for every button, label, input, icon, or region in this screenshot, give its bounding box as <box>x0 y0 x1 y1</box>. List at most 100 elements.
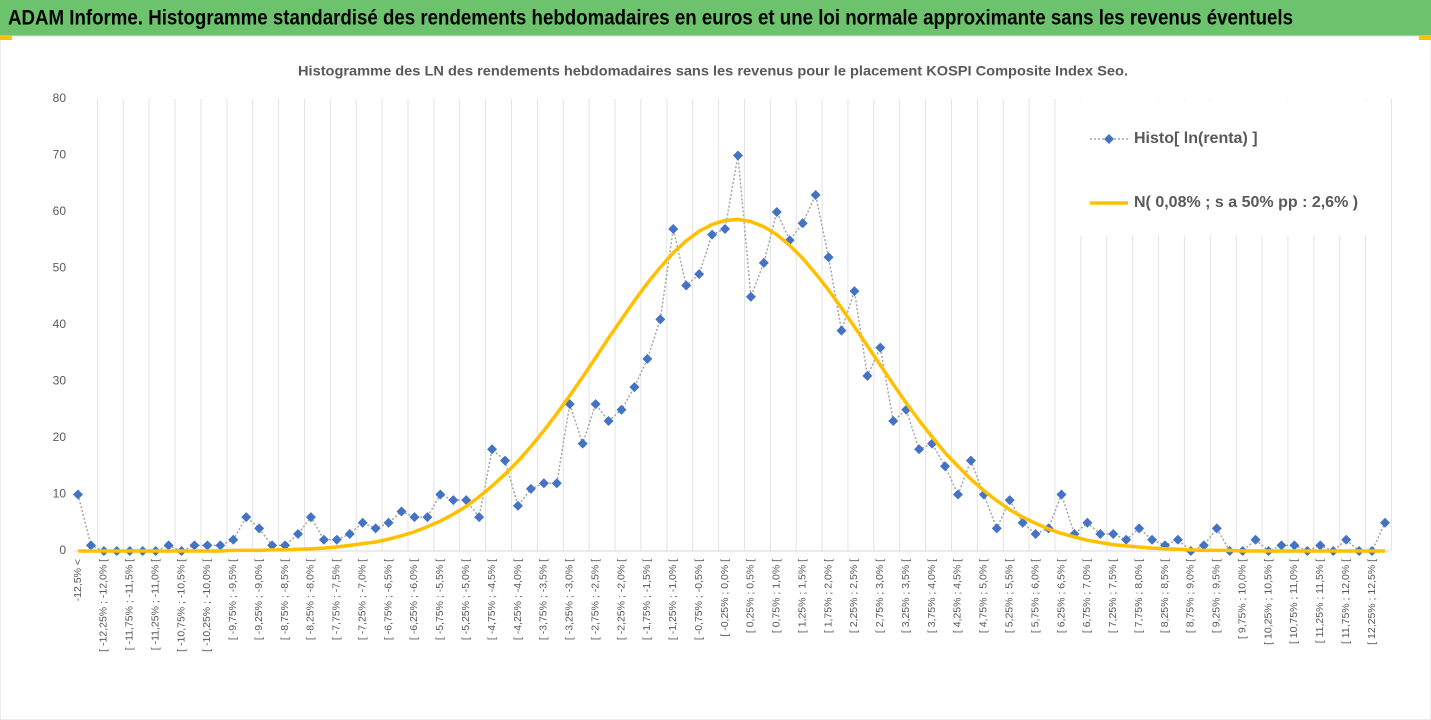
plot <box>73 150 1390 556</box>
data-point <box>344 529 355 540</box>
data-point <box>1056 489 1067 500</box>
data-point <box>1341 534 1352 545</box>
data-point <box>1030 529 1041 540</box>
x-tick-label: [ 4,75% ; 5,0% [ <box>978 559 990 633</box>
x-tick-label: [ 0,75% ; 1,0% [ <box>771 559 783 633</box>
data-point <box>474 512 485 523</box>
data-point <box>267 540 278 551</box>
x-tick-label: [ 7,25% ; 7,5% [ <box>1107 559 1119 633</box>
data-point <box>331 534 342 545</box>
data-point <box>707 229 718 240</box>
data-point <box>189 540 200 551</box>
data-point <box>435 489 446 500</box>
data-point <box>85 540 96 551</box>
data-point <box>888 416 899 427</box>
legend-marker <box>1104 134 1114 144</box>
data-point <box>396 506 407 517</box>
x-tick-label: [ -11,75% ; -11,5% [ <box>124 559 136 650</box>
x-tick-label: [ -4,25% ; -4,0% [ <box>512 559 524 640</box>
x-tick-label: [ -5,25% ; -5,0% [ <box>460 559 472 640</box>
data-point <box>577 438 588 449</box>
x-tick-label: [ 12,25% ; 12,5% [ <box>1366 559 1378 645</box>
data-point <box>849 286 860 297</box>
data-point <box>305 512 316 523</box>
x-tick-label: [ 11,75% ; 12,0% [ <box>1340 559 1352 644</box>
x-tick-label: [ -0,25% ; 0,0% [ <box>719 559 731 637</box>
data-point <box>448 495 459 506</box>
data-point <box>538 478 549 489</box>
data-point <box>1250 534 1261 545</box>
title-bar <box>0 0 1431 36</box>
data-point <box>720 223 731 234</box>
x-tick-label: [ -3,25% ; -3,0% [ <box>564 559 576 640</box>
x-tick-label: [ 1,25% ; 1,5% [ <box>796 559 808 633</box>
x-tick-label: [ 8,75% ; 9,0% [ <box>1185 559 1197 633</box>
data-point <box>655 314 666 325</box>
x-tick-label: [ -7,25% ; -7,0% [ <box>356 559 368 640</box>
x-tick-label: [ 1,75% ; 2,0% [ <box>822 559 834 633</box>
data-point <box>745 291 756 302</box>
data-point <box>525 483 536 494</box>
data-point <box>590 399 601 410</box>
data-point <box>357 517 368 528</box>
data-point <box>681 280 692 291</box>
chart-title: Histogramme des LN des rendements hebdom… <box>298 63 1128 79</box>
data-point <box>551 478 562 489</box>
x-tick-label: [ -8,75% ; -8,5% [ <box>279 559 291 640</box>
data-point <box>318 534 329 545</box>
data-point <box>409 512 420 523</box>
y-tick-label: 60 <box>53 204 67 218</box>
x-tick-label: [ 7,75% ; 8,0% [ <box>1133 559 1145 633</box>
legend: Histo[ ln(renta) ] N( 0,08% ; s a 50% pp … <box>1057 100 1387 236</box>
data-point <box>991 523 1002 534</box>
x-tick-label: [ 6,75% ; 7,0% [ <box>1081 559 1093 633</box>
data-point <box>694 269 705 280</box>
data-point <box>732 150 743 161</box>
x-tick-label: [ -10,75% ; -10,5% [ <box>175 559 187 652</box>
data-point <box>487 444 498 455</box>
frame <box>0 35 1431 720</box>
x-tick-label: [ -12,25% ; -12,0% [ <box>98 559 110 652</box>
data-point <box>862 370 873 381</box>
x-tick-label: [ -8,25% ; -8,0% [ <box>305 559 317 640</box>
x-tick-label: [ 8,25% ; 8,5% [ <box>1159 559 1171 633</box>
x-tick-label: [ -5,75% ; -5,5% [ <box>434 559 446 640</box>
x-tick-label: [ -6,75% ; -6,5% [ <box>382 559 394 640</box>
data-point <box>215 540 226 551</box>
data-point <box>1108 529 1119 540</box>
x-tick-label: [ 10,25% ; 10,5% [ <box>1262 559 1274 645</box>
data-point <box>952 489 963 500</box>
data-point <box>512 500 523 511</box>
x-tick-label: [ -3,75% ; -3,5% [ <box>538 559 550 640</box>
data-point <box>914 444 925 455</box>
data-point <box>629 382 640 393</box>
grid: 0 10 20 30 40 50 60 70 80 -12,5% < [ -12,25% ; -12… <box>53 91 1392 652</box>
x-tick-label: [ 0,25% ; 0,5% [ <box>745 559 757 633</box>
data-point <box>163 540 174 551</box>
data-point <box>668 223 679 234</box>
y-tick-label: 0 <box>59 543 66 557</box>
data-point <box>965 455 976 466</box>
x-tick-label: [ 9,75% ; 10,0% [ <box>1236 559 1248 639</box>
x-tick-label: [ 3,25% ; 3,5% [ <box>900 559 912 633</box>
data-point <box>1017 517 1028 528</box>
data-point <box>1172 534 1183 545</box>
data-point <box>1082 517 1093 528</box>
data-point <box>500 455 511 466</box>
y-tick-label: 70 <box>53 148 67 162</box>
corner <box>1419 36 1431 40</box>
corner <box>0 36 12 40</box>
data-point <box>1211 523 1222 534</box>
x-tick-label: [ 11,25% ; 11,5% [ <box>1314 559 1326 643</box>
x-tick-label: [ -10,25% ; -10,0% [ <box>201 559 213 652</box>
x-tick-label: [ -2,75% ; -2,5% [ <box>589 559 601 640</box>
data-point <box>1134 523 1145 534</box>
x-tick-label: [ 9,25% ; 9,5% [ <box>1211 559 1223 633</box>
data-point <box>241 512 252 523</box>
data-point <box>1095 529 1106 540</box>
data-point <box>616 404 627 415</box>
data-point <box>642 353 653 364</box>
y-tick-label: 40 <box>53 317 67 331</box>
data-point <box>1276 540 1287 551</box>
